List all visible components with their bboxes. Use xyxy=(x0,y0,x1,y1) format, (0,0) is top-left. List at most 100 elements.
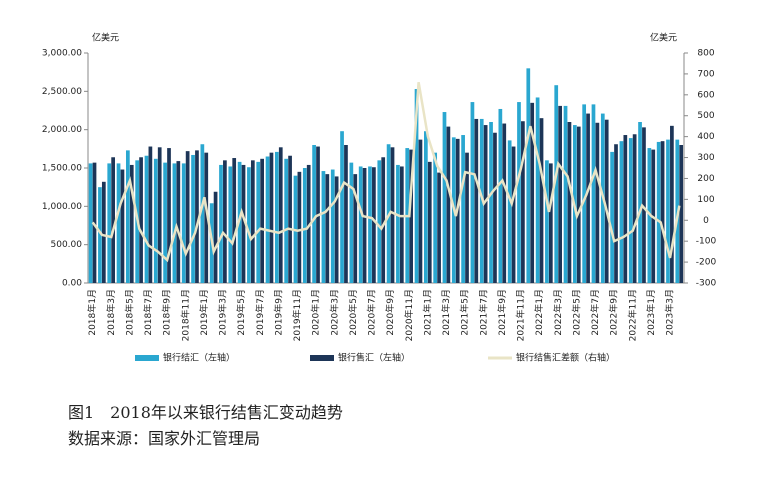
bar xyxy=(98,187,102,283)
bar xyxy=(623,135,628,283)
y2-tick-label: -200 xyxy=(696,258,717,268)
bar xyxy=(390,147,395,283)
bar xyxy=(539,118,544,284)
y2-tick-label: 700 xyxy=(697,69,714,79)
bar xyxy=(526,68,531,283)
bar xyxy=(489,122,493,283)
bar xyxy=(470,102,475,283)
bar xyxy=(535,97,540,283)
bar xyxy=(642,127,646,283)
bar xyxy=(157,147,162,283)
bar xyxy=(288,155,292,283)
bar xyxy=(427,161,432,283)
y2-tick-label: 300 xyxy=(697,153,714,163)
bar xyxy=(610,151,614,283)
x-tick-label: 2021年11月 xyxy=(515,289,527,341)
bar xyxy=(511,146,516,283)
bar xyxy=(232,158,237,283)
y-tick-label: 1,500.00 xyxy=(42,164,82,174)
bar xyxy=(679,145,684,283)
x-tick-label: 2022年11月 xyxy=(626,289,638,341)
y-unit: 亿美元 xyxy=(92,32,119,44)
bar xyxy=(195,150,199,283)
bar xyxy=(153,158,158,283)
bar xyxy=(545,160,549,283)
bar xyxy=(129,164,134,283)
x-tick-label: 2018年3月 xyxy=(105,289,117,336)
bar xyxy=(474,118,479,283)
bar xyxy=(111,157,115,283)
bar xyxy=(558,105,562,284)
bar xyxy=(396,164,400,283)
x-tick-label: 2019年11月 xyxy=(291,289,303,341)
bar xyxy=(260,158,264,283)
x-tick-label: 2021年1月 xyxy=(421,289,433,336)
bar xyxy=(107,163,112,283)
x-tick-label: 2023年1月 xyxy=(645,289,657,336)
x-tick-label: 2021年9月 xyxy=(496,289,508,336)
x-tick-label: 2022年3月 xyxy=(552,289,564,336)
bar xyxy=(614,144,618,283)
legend-label: 银行结售汇差额（右轴） xyxy=(516,352,615,364)
x-tick-label: 2022年5月 xyxy=(570,289,582,336)
y-tick-label: 1,000.00 xyxy=(42,202,82,212)
y2-tick-label: 400 xyxy=(697,132,714,142)
legend-swatch xyxy=(310,355,334,361)
bar xyxy=(200,144,205,283)
bar xyxy=(144,155,149,283)
x-tick-label: 2020年5月 xyxy=(347,289,359,336)
bar xyxy=(265,156,270,283)
bar xyxy=(576,126,581,283)
bar xyxy=(381,157,386,283)
y-tick-label: 500.00 xyxy=(51,240,83,250)
x-tick-label: 2022年9月 xyxy=(608,289,620,336)
bar xyxy=(377,160,382,283)
x-tick-label: 2018年1月 xyxy=(86,289,98,336)
x-tick-label: 2018年5月 xyxy=(123,289,135,336)
x-tick-label: 2019年9月 xyxy=(272,289,284,336)
bar xyxy=(502,123,507,284)
y-tick-label: 2,000.00 xyxy=(42,125,82,135)
bar xyxy=(372,167,376,283)
bar xyxy=(399,166,404,283)
bar xyxy=(517,102,521,283)
bar xyxy=(368,166,372,283)
bar xyxy=(521,121,525,283)
x-tick-label: 2020年3月 xyxy=(328,289,340,336)
legend-label: 银行售汇（左轴） xyxy=(338,352,410,364)
bar xyxy=(483,125,488,283)
bar xyxy=(125,150,130,283)
bar xyxy=(362,168,367,283)
bar xyxy=(88,163,93,283)
bar xyxy=(120,169,125,283)
bar xyxy=(349,162,354,283)
bar xyxy=(595,122,600,284)
bar xyxy=(204,152,209,283)
bar xyxy=(334,176,339,283)
bar xyxy=(638,122,642,283)
bar xyxy=(306,164,311,283)
bar xyxy=(274,151,279,283)
x-tick-label: 2018年11月 xyxy=(179,289,191,341)
y-tick-label: 2,500.00 xyxy=(42,87,82,97)
bar xyxy=(353,174,358,283)
x-tick-label: 2022年1月 xyxy=(533,289,545,336)
y2-tick-label: 500 xyxy=(697,111,714,121)
bar xyxy=(148,146,153,283)
bar xyxy=(628,138,633,283)
y2-tick-label: 0 xyxy=(703,216,709,226)
bar xyxy=(548,163,553,283)
bar xyxy=(330,169,335,283)
x-tick-label: 2020年11月 xyxy=(403,289,415,341)
bar xyxy=(269,152,274,283)
bar xyxy=(321,171,326,283)
bar xyxy=(247,167,251,283)
bar xyxy=(554,85,559,283)
legend-swatch xyxy=(135,355,159,361)
bar xyxy=(442,112,447,284)
bar xyxy=(507,140,512,283)
bar xyxy=(591,104,596,283)
bar xyxy=(414,89,419,284)
bar xyxy=(172,163,177,283)
